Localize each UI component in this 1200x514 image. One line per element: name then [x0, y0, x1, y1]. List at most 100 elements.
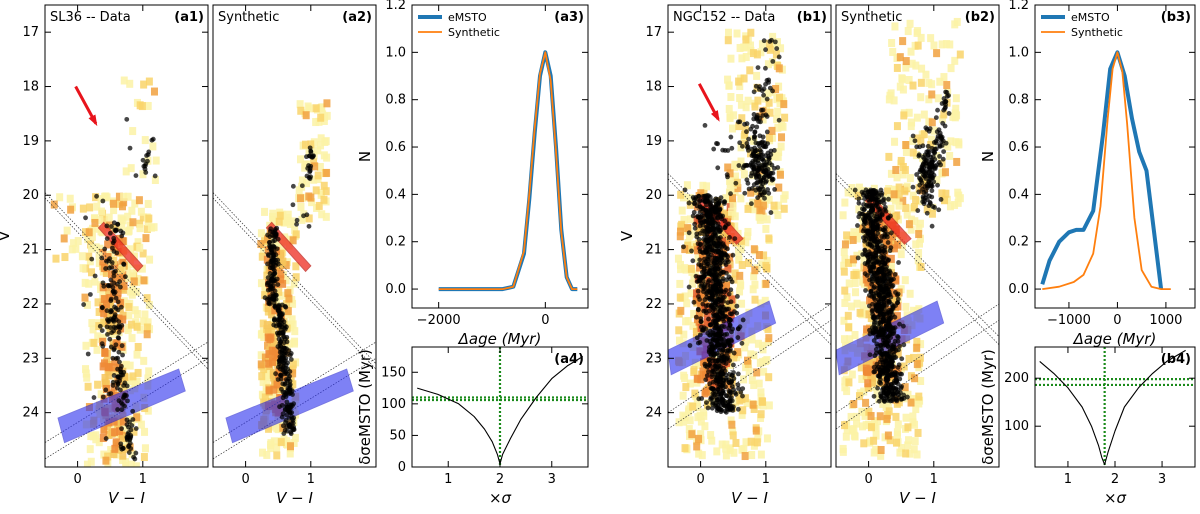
star-point	[754, 116, 760, 122]
density-cell	[740, 375, 748, 384]
star-point	[709, 374, 715, 380]
density-cell	[763, 434, 771, 443]
y-tick-label: 50	[389, 428, 406, 443]
density-cell	[780, 204, 788, 213]
density-cell	[762, 224, 770, 233]
star-point	[876, 199, 882, 205]
density-cell	[141, 136, 149, 145]
density-cell	[753, 50, 761, 59]
star-point	[273, 292, 279, 298]
star-point	[734, 310, 740, 316]
density-cell	[888, 232, 896, 241]
star-point	[140, 157, 146, 163]
star-point	[711, 240, 717, 246]
density-cell	[703, 311, 711, 320]
density-cell	[912, 195, 920, 204]
density-cell	[111, 428, 119, 437]
star-point	[107, 230, 113, 236]
density-cell	[126, 245, 134, 254]
density-cell	[718, 440, 726, 449]
star-point	[104, 236, 110, 241]
star-point	[697, 257, 703, 263]
star-point	[735, 335, 741, 340]
panel-label: (a2)	[342, 10, 372, 25]
density-cell	[152, 156, 160, 165]
star-point	[748, 173, 754, 179]
density-cell	[100, 359, 108, 368]
star-point	[767, 160, 772, 166]
panel-a2: 0 1V − I(a2)Synthetic	[212, 4, 377, 507]
star-point	[728, 379, 734, 385]
density-cell	[130, 427, 138, 436]
density-cell	[720, 299, 728, 308]
density-cell	[87, 457, 95, 466]
density-cell	[731, 212, 739, 221]
density-cell	[933, 176, 941, 185]
density-cell	[901, 276, 909, 285]
density-cell	[757, 48, 765, 57]
density-cell	[897, 250, 905, 259]
density-cell	[261, 207, 269, 216]
density-cell	[758, 40, 766, 49]
star-point	[120, 230, 126, 236]
star-point	[275, 282, 281, 288]
star-point	[891, 276, 896, 282]
guide-line	[836, 173, 999, 337]
star-point	[889, 364, 895, 370]
density-cell	[138, 102, 146, 111]
star-point	[881, 299, 887, 305]
star-point	[730, 326, 735, 332]
star-point	[767, 170, 772, 176]
density-cell	[317, 134, 325, 143]
y-tick-label: 19	[645, 134, 662, 149]
density-cell	[765, 98, 773, 107]
star-point	[107, 336, 113, 342]
density-cell	[947, 64, 955, 73]
density-cell	[890, 190, 898, 199]
density-cell	[126, 361, 134, 370]
density-cell	[111, 357, 119, 366]
density-cell	[738, 54, 746, 63]
star-point	[273, 371, 278, 377]
star-point	[711, 313, 717, 319]
density-cell	[137, 207, 145, 216]
density-cell	[911, 374, 919, 383]
density-cell	[297, 106, 305, 115]
density-cell	[906, 449, 914, 458]
density-cell	[81, 228, 89, 237]
density-cell	[315, 201, 323, 210]
density-cell	[686, 231, 694, 240]
star-point	[109, 265, 115, 270]
density-cell	[845, 279, 853, 288]
star-point	[99, 305, 105, 311]
density-cell	[259, 319, 267, 328]
star-point	[750, 123, 756, 129]
y-tick-label: 19	[22, 134, 39, 149]
star-point	[114, 227, 119, 233]
density-cell	[747, 149, 755, 158]
star-point	[265, 261, 270, 267]
density-cell	[951, 56, 959, 65]
density-cell	[894, 420, 902, 429]
density-cell	[781, 191, 789, 200]
density-cell	[317, 103, 325, 112]
density-cell	[682, 383, 690, 392]
star-point	[760, 181, 766, 187]
star-point	[283, 350, 288, 356]
star-point	[864, 273, 870, 278]
density-cell	[128, 334, 136, 343]
star-point	[692, 221, 698, 227]
star-point	[132, 456, 138, 462]
star-point	[117, 279, 123, 284]
density-cell	[863, 244, 871, 253]
star-point	[760, 168, 765, 174]
star-point	[716, 236, 721, 242]
density-cell	[141, 427, 149, 436]
star-point	[717, 381, 722, 387]
density-cell	[296, 100, 304, 109]
star-point	[91, 395, 97, 400]
density-cell	[119, 417, 127, 426]
star-point	[892, 314, 898, 320]
density-cell	[725, 28, 733, 37]
density-cell	[140, 276, 148, 285]
